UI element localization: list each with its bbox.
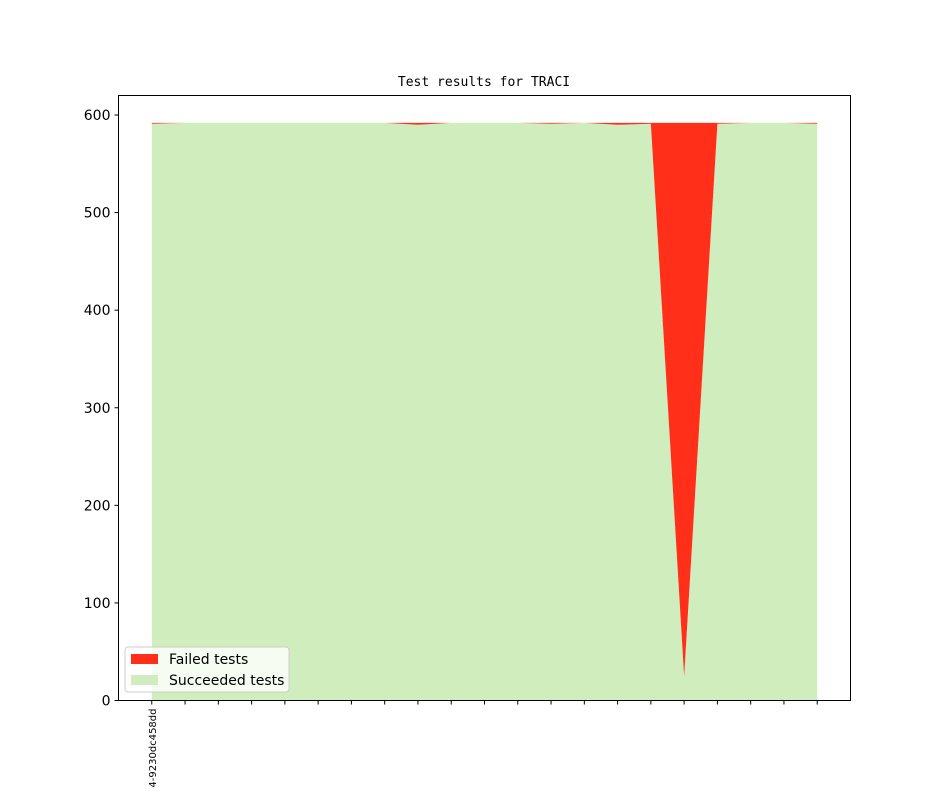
y-tick-label: 500 [84, 206, 111, 222]
y-tick-label: 0 [102, 694, 111, 710]
y-tick-label: 100 [84, 596, 111, 612]
y-tick-label: 300 [84, 401, 111, 417]
y-tick-label: 200 [84, 498, 111, 514]
x-tick-label: 4-9230dc458dd [148, 709, 159, 788]
area-succeeded-tests [151, 122, 818, 701]
y-tick-label: 600 [84, 108, 111, 124]
legend: Failed tests Succeeded tests [124, 646, 290, 693]
chart-title: Test results for TRACI [398, 75, 570, 90]
area-failed-tests [151, 122, 818, 677]
plot-areas [151, 122, 818, 701]
legend-swatch-succeeded [131, 675, 158, 685]
legend-label-failed: Failed tests [169, 652, 248, 668]
legend-label-succeeded: Succeeded tests [169, 673, 284, 689]
legend-box [124, 646, 290, 693]
y-tick-label: 400 [84, 303, 111, 319]
legend-swatch-failed [131, 654, 158, 664]
y-axis: 0 100 200 300 400 500 600 [84, 108, 119, 710]
x-axis: 4-9230dc458dd [148, 700, 818, 788]
